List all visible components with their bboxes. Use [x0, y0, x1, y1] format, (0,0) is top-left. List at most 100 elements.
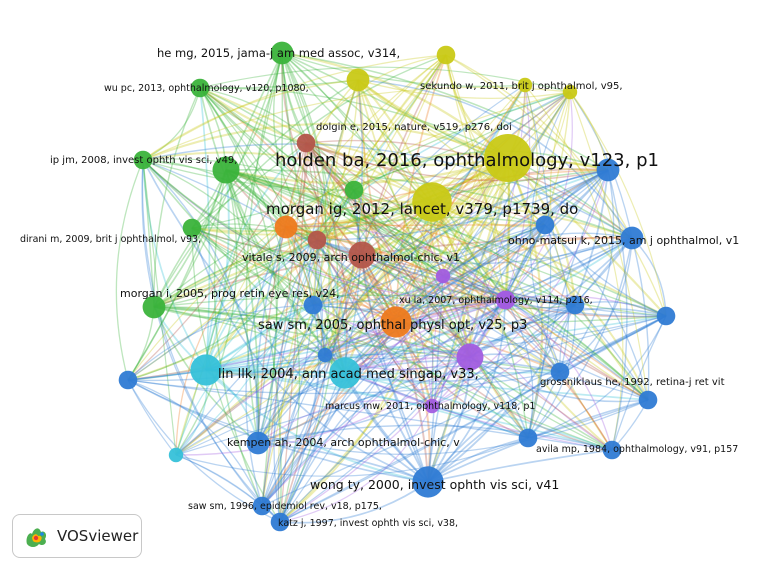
- network-link: [549, 91, 576, 306]
- network-link: [142, 159, 429, 483]
- network-node-lin[interactable]: [190, 354, 222, 386]
- network-link: [261, 224, 546, 507]
- network-link: [127, 379, 263, 507]
- network-link: [431, 201, 561, 373]
- network-link: [199, 87, 667, 317]
- network-link: [361, 254, 613, 451]
- network-link: [127, 379, 613, 451]
- network-link: [353, 189, 444, 277]
- network-link: [285, 157, 509, 229]
- network-node-u17[interactable]: [168, 447, 184, 463]
- network-link: [505, 299, 534, 439]
- network-link: [285, 224, 546, 228]
- network-link: [213, 169, 263, 507]
- network-link: [427, 315, 667, 483]
- network-node-u11[interactable]: [118, 370, 138, 390]
- network-node-u03[interactable]: [562, 84, 578, 100]
- network-link: [353, 189, 429, 483]
- network-link: [205, 299, 507, 371]
- network-node-grossniklaus[interactable]: [550, 362, 570, 382]
- network-link: [175, 201, 433, 456]
- network-node-u07[interactable]: [596, 158, 620, 182]
- network-link: [153, 306, 529, 439]
- network-node-u06[interactable]: [274, 215, 298, 239]
- network-link: [312, 304, 471, 358]
- network-link: [205, 369, 561, 375]
- network-node-u18[interactable]: [303, 295, 323, 315]
- network-node-u15[interactable]: [496, 290, 516, 310]
- network-node-katz[interactable]: [270, 512, 290, 532]
- network-link: [328, 79, 359, 374]
- network-node-vitale[interactable]: [348, 241, 376, 269]
- network-link: [205, 321, 397, 376]
- network-links: [115, 51, 667, 524]
- network-link: [427, 449, 613, 483]
- network-node-u10[interactable]: [656, 306, 676, 326]
- network-link: [199, 87, 633, 239]
- network-link: [175, 454, 281, 523]
- network-link: [225, 169, 576, 306]
- network-link: [191, 227, 506, 307]
- network-node-avila[interactable]: [518, 428, 538, 448]
- network-link: [285, 226, 326, 356]
- network-node-marcus[interactable]: [424, 398, 440, 414]
- network-node-u20[interactable]: [307, 230, 327, 250]
- network-link: [142, 159, 613, 451]
- network-node-u09[interactable]: [565, 295, 585, 315]
- network-node-u04[interactable]: [344, 180, 364, 200]
- network-link: [199, 79, 359, 89]
- network-node-u05[interactable]: [133, 150, 153, 170]
- network-link: [324, 54, 447, 356]
- network-link: [427, 371, 561, 483]
- network-node-u19[interactable]: [317, 347, 333, 363]
- network-node-saw-1996[interactable]: [252, 496, 272, 516]
- network-node-u16[interactable]: [329, 357, 361, 389]
- network-node-saw-2005[interactable]: [380, 306, 412, 338]
- network-link: [225, 169, 667, 317]
- network-node-wong[interactable]: [412, 466, 444, 498]
- network-link: [412, 201, 433, 407]
- vosviewer-badge[interactable]: VOSviewer: [12, 514, 142, 558]
- network-link: [312, 237, 633, 311]
- network-link: [344, 224, 546, 374]
- network-link: [127, 169, 227, 381]
- network-link: [305, 142, 609, 182]
- network-link: [175, 454, 263, 507]
- network-link: [305, 142, 471, 358]
- network-node-u02[interactable]: [517, 77, 533, 93]
- network-link: [361, 254, 576, 306]
- network-link: [574, 304, 649, 401]
- network-link: [357, 79, 471, 358]
- network-link: [261, 354, 326, 507]
- network-link: [344, 315, 667, 383]
- network-link: [199, 87, 355, 191]
- network-node-kempen[interactable]: [246, 431, 270, 455]
- network-link: [505, 299, 667, 318]
- network-node-he-mg[interactable]: [270, 41, 294, 65]
- network-link: [427, 304, 576, 483]
- network-node-u12[interactable]: [638, 390, 658, 410]
- network-node-u01[interactable]: [346, 68, 370, 92]
- network-link: [279, 239, 323, 523]
- network-link: [191, 223, 318, 241]
- network-node-u13[interactable]: [456, 343, 484, 371]
- network-node-u21[interactable]: [602, 440, 622, 460]
- network-node-wu-pc[interactable]: [190, 78, 210, 98]
- network-node-u08[interactable]: [535, 215, 555, 235]
- network-link: [175, 226, 287, 456]
- network-node-u14[interactable]: [435, 268, 451, 284]
- network-node-dirani[interactable]: [182, 218, 202, 238]
- network-link: [257, 399, 433, 444]
- network-node-dolgin[interactable]: [296, 133, 316, 153]
- network-link: [312, 169, 609, 306]
- network-link: [261, 299, 506, 507]
- network-node-ohno[interactable]: [620, 226, 644, 250]
- network-node-morgan-i[interactable]: [142, 295, 166, 319]
- network-node-sekundo[interactable]: [436, 45, 456, 65]
- network-node-morgan-ig[interactable]: [412, 182, 452, 222]
- network-link: [431, 201, 649, 401]
- network-node-ip-jm[interactable]: [212, 156, 240, 184]
- network-link: [324, 79, 365, 356]
- network-node-holden[interactable]: [484, 134, 532, 182]
